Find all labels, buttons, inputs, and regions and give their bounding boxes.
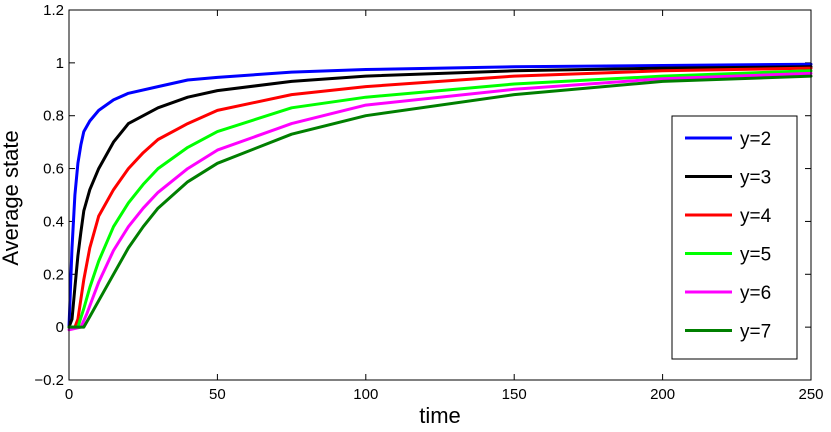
axes-frame bbox=[68, 9, 812, 381]
legend-label-6: y=7 bbox=[740, 322, 771, 343]
y-tick-label: 1.2 bbox=[43, 2, 64, 19]
series-line-1 bbox=[67, 62, 813, 329]
y-tick-label: 1 bbox=[56, 55, 64, 72]
y-tick-label: −0.2 bbox=[34, 372, 64, 389]
x-tick-label: 50 bbox=[209, 386, 226, 403]
x-tick-label: 150 bbox=[502, 386, 527, 403]
x-tick-label: 200 bbox=[650, 386, 675, 403]
x-tick-label: 0 bbox=[65, 386, 73, 403]
series-line-5 bbox=[67, 71, 813, 332]
tick-labels: 0 50 100 150 200 250−0.200.20.40.60.811.2 bbox=[34, 2, 823, 403]
series-lines bbox=[67, 62, 813, 332]
axes-box bbox=[68, 9, 812, 381]
series-line-6 bbox=[67, 74, 813, 329]
x-axis-title: time bbox=[419, 403, 461, 428]
legend-label-4: y=5 bbox=[740, 245, 771, 266]
x-tick-label: 100 bbox=[353, 386, 378, 403]
y-tick-label: 0 bbox=[56, 319, 64, 336]
legend: y=2 y=3 y=4 y=5 y=6 y=7 bbox=[671, 115, 798, 360]
series-line-4 bbox=[67, 69, 813, 329]
y-tick-label: 0.4 bbox=[43, 213, 64, 230]
x-tick-label: 250 bbox=[798, 386, 823, 403]
legend-label-3: y=4 bbox=[740, 206, 772, 227]
y-tick-label: 0.6 bbox=[43, 161, 64, 178]
series-line-3 bbox=[67, 66, 813, 329]
series-line-2 bbox=[67, 65, 813, 329]
legend-label-5: y=6 bbox=[740, 283, 771, 304]
legend-box bbox=[671, 115, 798, 360]
y-tick-label: 0.8 bbox=[43, 108, 64, 125]
legend-label-2: y=3 bbox=[740, 168, 771, 189]
y-axis-title: Average state bbox=[0, 130, 23, 265]
y-tick-label: 0.2 bbox=[43, 266, 64, 283]
legend-label-1: y=2 bbox=[740, 129, 771, 150]
